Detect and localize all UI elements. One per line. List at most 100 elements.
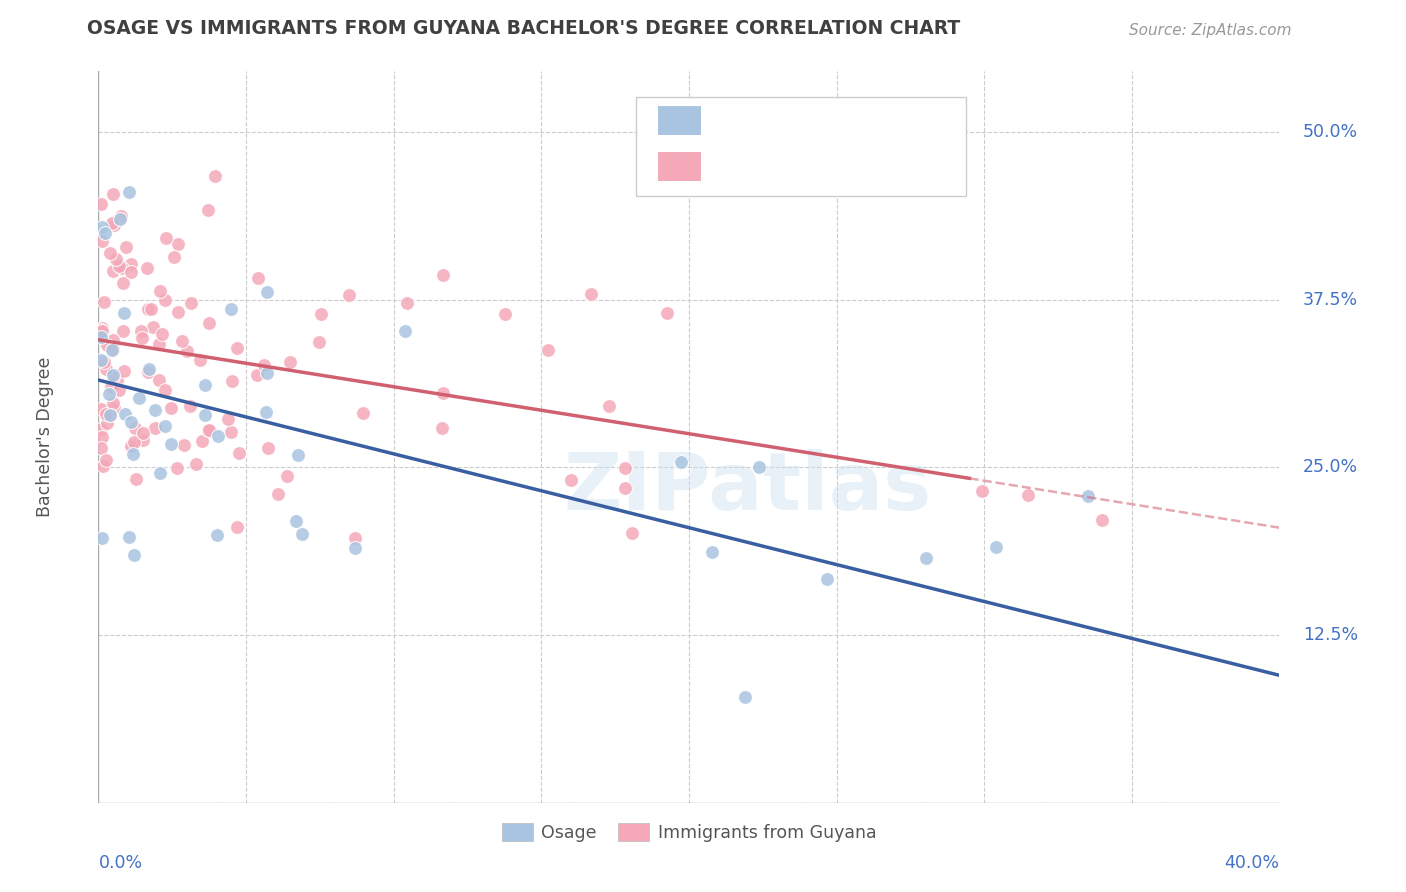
Point <box>128 392 150 406</box>
Point <box>669 454 692 468</box>
Point <box>93 355 115 369</box>
Point <box>135 260 157 275</box>
Point <box>432 268 454 282</box>
Point <box>90 531 112 545</box>
Point <box>122 548 145 562</box>
Point <box>90 323 112 337</box>
FancyBboxPatch shape <box>657 105 702 136</box>
Point <box>197 423 219 437</box>
Point <box>122 434 145 449</box>
Point <box>112 364 135 378</box>
Point <box>194 377 217 392</box>
Point <box>122 438 145 452</box>
Point <box>915 551 938 566</box>
Point <box>98 408 121 422</box>
Point <box>657 305 679 319</box>
Point <box>103 187 125 202</box>
Point <box>228 446 250 460</box>
Point <box>153 293 176 307</box>
Point <box>90 441 112 455</box>
Point <box>395 296 418 310</box>
Point <box>121 447 143 461</box>
Text: 50.0%: 50.0% <box>1303 123 1358 141</box>
Point <box>118 185 141 199</box>
Point <box>160 401 183 416</box>
Point <box>129 324 152 338</box>
Point <box>120 415 142 429</box>
Point <box>308 334 330 349</box>
Point <box>614 461 637 475</box>
Point <box>91 430 114 444</box>
Text: 115: 115 <box>907 158 943 176</box>
Point <box>734 690 756 704</box>
Point <box>170 334 193 348</box>
Point <box>970 483 993 498</box>
Point <box>138 362 160 376</box>
Point <box>90 421 112 435</box>
Text: 25.0%: 25.0% <box>1303 458 1358 476</box>
FancyBboxPatch shape <box>657 151 702 182</box>
Point <box>246 368 269 383</box>
Point <box>108 211 131 226</box>
Point <box>163 250 186 264</box>
Text: R =: R = <box>716 158 754 176</box>
Point <box>149 466 172 480</box>
Point <box>98 387 121 401</box>
Point <box>221 374 243 388</box>
Point <box>176 344 198 359</box>
Point <box>136 365 159 379</box>
Point <box>148 373 170 387</box>
Point <box>148 336 170 351</box>
Text: N =: N = <box>855 158 905 176</box>
Point <box>91 324 114 338</box>
Point <box>560 473 582 487</box>
Point <box>284 514 307 528</box>
Point <box>155 418 177 433</box>
Point <box>101 343 124 357</box>
Text: Source: ZipAtlas.com: Source: ZipAtlas.com <box>1129 23 1291 38</box>
FancyBboxPatch shape <box>636 97 966 195</box>
Point <box>254 405 277 419</box>
Point <box>103 368 125 382</box>
Point <box>194 409 217 423</box>
Point <box>226 341 249 355</box>
Point <box>118 530 141 544</box>
Point <box>191 434 214 448</box>
Point <box>90 330 112 344</box>
Point <box>100 246 122 260</box>
Point <box>101 342 124 356</box>
Point <box>207 429 229 443</box>
Point <box>131 331 153 345</box>
Point <box>159 437 181 451</box>
Point <box>579 287 602 301</box>
Point <box>120 257 142 271</box>
Point <box>103 218 125 232</box>
Point <box>108 259 131 273</box>
Point <box>180 296 202 310</box>
Point <box>90 320 112 334</box>
Point <box>90 353 112 368</box>
Point <box>94 407 117 421</box>
Point <box>141 302 163 317</box>
Point <box>90 197 112 211</box>
Point <box>149 284 172 298</box>
Point <box>131 425 153 440</box>
Point <box>108 384 131 398</box>
Point <box>150 326 173 341</box>
Point <box>1017 488 1039 502</box>
Point <box>98 408 121 422</box>
Point <box>267 487 290 501</box>
Point <box>621 525 644 540</box>
Point <box>104 252 127 267</box>
Text: -0.363: -0.363 <box>761 158 823 176</box>
Point <box>494 307 516 321</box>
Point <box>217 412 239 426</box>
Point <box>432 386 454 401</box>
Point <box>198 423 221 437</box>
Point <box>91 458 114 473</box>
Text: 40.0%: 40.0% <box>1225 854 1279 871</box>
Point <box>142 320 165 334</box>
Point <box>103 333 125 347</box>
Point <box>96 338 118 352</box>
Point <box>257 442 280 456</box>
